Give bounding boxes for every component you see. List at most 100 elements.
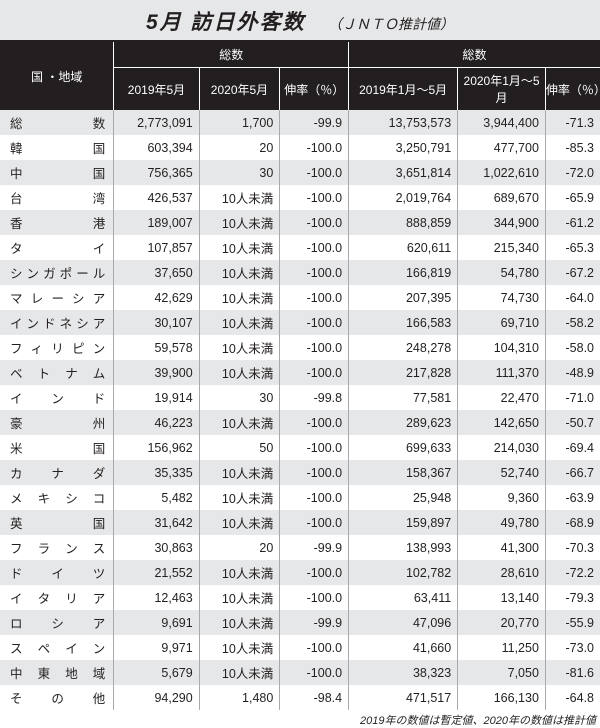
footnote: 2019年の数値は暫定値、2020年の数値は推計値 [0, 710, 600, 728]
cell-y1: 3,651,814 [349, 160, 458, 185]
cell-y2: 477,700 [458, 135, 546, 160]
cell-m1: 107,857 [114, 235, 199, 260]
cell-r2: -66.7 [545, 460, 600, 485]
header-r2: 伸率（％） [545, 68, 600, 111]
cell-m1: 30,107 [114, 310, 199, 335]
cell-m2: 10人未満 [199, 510, 280, 535]
cell-m1: 59,578 [114, 335, 199, 360]
cell-r2: -64.0 [545, 285, 600, 310]
title-bar: 5月 訪日外客数 （ＪＮＴＯ推計値） [0, 0, 600, 42]
cell-y1: 3,250,791 [349, 135, 458, 160]
cell-r1: -99.9 [280, 535, 349, 560]
cell-r1: -100.0 [280, 435, 349, 460]
region: 中 東 地 域 [0, 660, 114, 685]
cell-m2: 1,700 [199, 110, 280, 135]
cell-y2: 41,300 [458, 535, 546, 560]
region: フ ラ ン ス [0, 535, 114, 560]
table-row: フ ラ ン ス30,86320-99.9138,99341,300-70.3 [0, 535, 600, 560]
cell-y1: 159,897 [349, 510, 458, 535]
cell-r2: -81.6 [545, 660, 600, 685]
region: 英 国 [0, 510, 114, 535]
cell-y1: 2,019,764 [349, 185, 458, 210]
cell-y1: 25,948 [349, 485, 458, 510]
cell-r1: -100.0 [280, 485, 349, 510]
cell-m1: 756,365 [114, 160, 199, 185]
table-row: 中 東 地 域5,67910人未満-100.038,3237,050-81.6 [0, 660, 600, 685]
table-row: ベ ト ナ ム39,90010人未満-100.0217,828111,370-4… [0, 360, 600, 385]
cell-y2: 1,022,610 [458, 160, 546, 185]
cell-y2: 344,900 [458, 210, 546, 235]
cell-y2: 20,770 [458, 610, 546, 635]
cell-r2: -67.2 [545, 260, 600, 285]
cell-r1: -100.0 [280, 360, 349, 385]
cell-m1: 21,552 [114, 560, 199, 585]
region: 米 国 [0, 435, 114, 460]
header-group-month: 総数 [114, 42, 349, 68]
cell-y2: 28,610 [458, 560, 546, 585]
cell-r2: -71.0 [545, 385, 600, 410]
cell-r1: -100.0 [280, 260, 349, 285]
cell-r1: -100.0 [280, 560, 349, 585]
region: マレーシア [0, 285, 114, 310]
cell-r1: -100.0 [280, 585, 349, 610]
cell-m1: 19,914 [114, 385, 199, 410]
cell-m1: 46,223 [114, 410, 199, 435]
cell-y2: 111,370 [458, 360, 546, 385]
table-row: ロ シ ア9,69110人未満-99.947,09620,770-55.9 [0, 610, 600, 635]
cell-y1: 888,859 [349, 210, 458, 235]
table-row: インドネシア30,10710人未満-100.0166,58369,710-58.… [0, 310, 600, 335]
cell-m2: 10人未満 [199, 660, 280, 685]
header-y1: 2019年1月～5月 [349, 68, 458, 111]
region: ベ ト ナ ム [0, 360, 114, 385]
cell-m2: 30 [199, 385, 280, 410]
cell-m1: 42,629 [114, 285, 199, 310]
cell-r1: -100.0 [280, 660, 349, 685]
cell-r2: -58.0 [545, 335, 600, 360]
cell-r2: -70.3 [545, 535, 600, 560]
table-row: カ ナ ダ35,33510人未満-100.0158,36752,740-66.7 [0, 460, 600, 485]
cell-y2: 52,740 [458, 460, 546, 485]
cell-m2: 20 [199, 535, 280, 560]
table-row: 総 数2,773,0911,700-99.913,753,5733,944,40… [0, 110, 600, 135]
cell-m1: 9,691 [114, 610, 199, 635]
table-row: フィリピン59,57810人未満-100.0248,278104,310-58.… [0, 335, 600, 360]
cell-m2: 10人未満 [199, 560, 280, 585]
cell-y2: 74,730 [458, 285, 546, 310]
table-row: ス ペ イ ン9,97110人未満-100.041,66011,250-73.0 [0, 635, 600, 660]
table-row: タ イ107,85710人未満-100.0620,611215,340-65.3 [0, 235, 600, 260]
cell-r2: -65.3 [545, 235, 600, 260]
cell-y1: 207,395 [349, 285, 458, 310]
cell-m1: 2,773,091 [114, 110, 199, 135]
cell-y2: 69,710 [458, 310, 546, 335]
region: カ ナ ダ [0, 460, 114, 485]
cell-r2: -65.9 [545, 185, 600, 210]
cell-m1: 156,962 [114, 435, 199, 460]
cell-r1: -99.9 [280, 610, 349, 635]
cell-r2: -50.7 [545, 410, 600, 435]
cell-r2: -71.3 [545, 110, 600, 135]
cell-y1: 166,583 [349, 310, 458, 335]
cell-m1: 31,642 [114, 510, 199, 535]
cell-y2: 11,250 [458, 635, 546, 660]
cell-m1: 5,679 [114, 660, 199, 685]
table-row: 台 湾426,53710人未満-100.02,019,764689,670-65… [0, 185, 600, 210]
cell-y1: 102,782 [349, 560, 458, 585]
table-row: ド イ ツ21,55210人未満-100.0102,78228,610-72.2 [0, 560, 600, 585]
header-r1: 伸率（％） [280, 68, 349, 111]
cell-m1: 30,863 [114, 535, 199, 560]
table-row: イ タ リ ア12,46310人未満-100.063,41113,140-79.… [0, 585, 600, 610]
table-row: 英 国31,64210人未満-100.0159,89749,780-68.9 [0, 510, 600, 535]
cell-r1: -100.0 [280, 210, 349, 235]
cell-y2: 54,780 [458, 260, 546, 285]
cell-m2: 10人未満 [199, 585, 280, 610]
visitor-table: 国 ・地域 総数 総数 2019年5月 2020年5月 伸率（％） 2019年1… [0, 42, 600, 710]
cell-m2: 50 [199, 435, 280, 460]
cell-r1: -100.0 [280, 460, 349, 485]
cell-r2: -63.9 [545, 485, 600, 510]
table-body: 総 数2,773,0911,700-99.913,753,5733,944,40… [0, 110, 600, 710]
cell-y2: 49,780 [458, 510, 546, 535]
header-m2: 2020年5月 [199, 68, 280, 111]
cell-r2: -72.2 [545, 560, 600, 585]
cell-y2: 104,310 [458, 335, 546, 360]
region: メ キ シ コ [0, 485, 114, 510]
